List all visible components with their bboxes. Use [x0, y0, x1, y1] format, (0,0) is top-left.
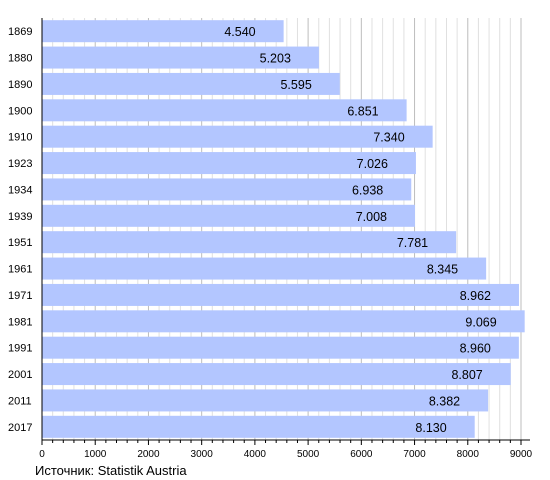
value-label: 8.345 — [427, 263, 458, 277]
x-axis — [41, 18, 530, 445]
value-label: 6.851 — [347, 104, 378, 118]
bar-1991 — [42, 336, 519, 359]
value-label: 6.938 — [352, 183, 383, 197]
tick-label: 3000 — [191, 449, 214, 460]
value-label: 5.595 — [280, 78, 311, 92]
bar-1961 — [42, 257, 487, 280]
tick-label: 2000 — [137, 449, 160, 460]
value-label: 4.540 — [224, 25, 255, 39]
tick-label: 8000 — [457, 449, 480, 460]
value-label: 5.203 — [260, 52, 291, 66]
category-label: 2011 — [8, 395, 32, 407]
bar-1880 — [42, 46, 319, 69]
bar-2011 — [42, 389, 489, 412]
category-label: 1923 — [8, 158, 32, 170]
bar-1900 — [42, 99, 407, 122]
category-label: 1981 — [8, 316, 32, 328]
bar-1890 — [42, 72, 340, 95]
tick-label: 1000 — [84, 449, 107, 460]
value-label: 7.026 — [357, 157, 388, 171]
category-label: 1869 — [8, 26, 32, 38]
category-label: 2001 — [8, 369, 32, 381]
bar-1910 — [42, 125, 433, 148]
labels: 1869 4.540 1880 5.203 1890 5.595 1900 6.851 1910… — [8, 25, 533, 460]
category-label: 1971 — [8, 290, 32, 302]
category-label: 1934 — [8, 184, 32, 196]
category-label: 1991 — [8, 343, 32, 355]
value-label: 8.130 — [415, 421, 446, 435]
category-label: 1890 — [8, 79, 32, 91]
value-label: 8.382 — [429, 394, 460, 408]
tick-label: 5000 — [297, 449, 320, 460]
category-label: 1910 — [8, 132, 32, 144]
bar-1971 — [42, 283, 519, 306]
bar-1939 — [42, 204, 415, 227]
category-label: 2017 — [8, 422, 32, 434]
bar-1934 — [42, 178, 412, 201]
bars — [42, 20, 525, 438]
tick-label: 6000 — [350, 449, 373, 460]
source-note: Источник: Statistik Austria — [35, 463, 187, 478]
tick-label: 9000 — [510, 449, 533, 460]
bar-2017 — [42, 415, 475, 438]
tick-label: 0 — [39, 449, 45, 460]
value-label: 8.807 — [451, 368, 482, 382]
bar-2001 — [42, 363, 511, 386]
category-label: 1951 — [8, 237, 32, 249]
value-label: 7.340 — [373, 131, 404, 145]
bar-1951 — [42, 231, 457, 254]
value-label: 8.962 — [460, 289, 491, 303]
bar-1981 — [42, 310, 525, 333]
tick-label: 4000 — [244, 449, 267, 460]
value-label: 7.781 — [397, 236, 428, 250]
tick-label: 7000 — [403, 449, 426, 460]
category-label: 1880 — [8, 53, 32, 65]
value-label: 9.069 — [465, 315, 496, 329]
value-label: 8.960 — [460, 342, 491, 356]
category-label: 1900 — [8, 105, 32, 117]
category-label: 1939 — [8, 211, 32, 223]
bar-1869 — [42, 20, 284, 43]
bar-1923 — [42, 152, 416, 175]
category-label: 1961 — [8, 264, 32, 276]
value-label: 7.008 — [356, 210, 387, 224]
